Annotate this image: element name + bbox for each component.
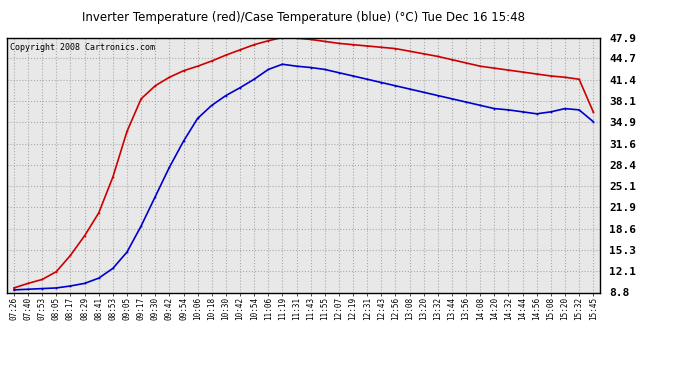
Text: Copyright 2008 Cartronics.com: Copyright 2008 Cartronics.com: [10, 43, 155, 52]
Text: Inverter Temperature (red)/Case Temperature (blue) (°C) Tue Dec 16 15:48: Inverter Temperature (red)/Case Temperat…: [82, 11, 525, 24]
